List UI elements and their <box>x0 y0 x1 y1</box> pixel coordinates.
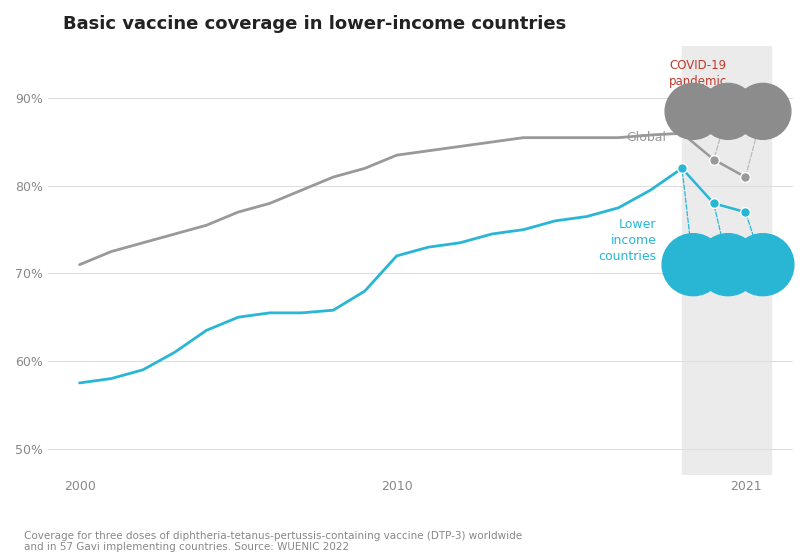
Text: 2019: 2019 <box>681 248 705 258</box>
Text: 77%: 77% <box>745 267 781 282</box>
Text: 2019: 2019 <box>681 96 705 106</box>
Text: 83%: 83% <box>709 113 747 128</box>
Text: 82%: 82% <box>675 267 711 282</box>
Text: 78%: 78% <box>709 267 747 282</box>
Text: COVID-19
pandemic: COVID-19 pandemic <box>669 59 727 88</box>
Text: Coverage for three doses of diphtheria-tetanus-pertussis-containing vaccine (DTP: Coverage for three doses of diphtheria-t… <box>24 531 522 552</box>
Text: Global: Global <box>626 131 666 144</box>
Text: Lower
income
countries: Lower income countries <box>599 218 657 263</box>
Text: 2020: 2020 <box>716 248 740 258</box>
Text: 81%: 81% <box>745 113 781 128</box>
Bar <box>682 46 771 475</box>
Text: 2020: 2020 <box>716 96 740 106</box>
Text: 2021: 2021 <box>751 248 775 258</box>
Text: Basic vaccine coverage in lower-income countries: Basic vaccine coverage in lower-income c… <box>63 15 566 33</box>
Text: 86%: 86% <box>675 113 711 128</box>
Text: 2021: 2021 <box>751 96 775 106</box>
